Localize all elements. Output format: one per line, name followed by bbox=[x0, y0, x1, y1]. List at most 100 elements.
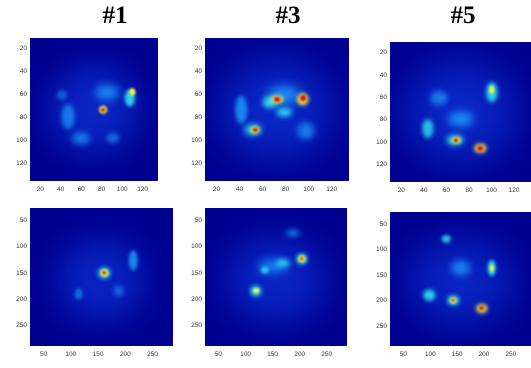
y-tick-label: 50 bbox=[194, 217, 202, 225]
heatmap-blob bbox=[106, 133, 120, 144]
heatmap-blob bbox=[452, 299, 455, 302]
x-tick-label: 120 bbox=[508, 187, 520, 194]
heatmap-blob bbox=[74, 288, 83, 300]
heatmap-blob bbox=[56, 90, 68, 101]
y-tick-label: 100 bbox=[376, 246, 387, 254]
y-tick-label: 20 bbox=[194, 45, 202, 53]
heatmap-blob bbox=[276, 259, 291, 267]
y-tick-label: 120 bbox=[16, 159, 27, 167]
x-tick-label: 20 bbox=[212, 186, 221, 193]
x-tick-label: 200 bbox=[478, 351, 490, 358]
heatmap-blob bbox=[422, 119, 434, 139]
y-tick-label: 100 bbox=[16, 243, 27, 251]
heatmap-panel-r2c1 bbox=[30, 208, 173, 346]
x-tick-label: 50 bbox=[399, 351, 408, 358]
x-tick-label: 250 bbox=[505, 351, 517, 358]
y-tick-label: 60 bbox=[379, 94, 387, 101]
heatmap-blob bbox=[442, 234, 451, 243]
y-tick-label: 250 bbox=[191, 322, 202, 330]
x-tick-label: 150 bbox=[92, 351, 104, 358]
y-tick-label: 20 bbox=[379, 49, 387, 57]
heatmap-blob bbox=[274, 97, 280, 102]
y-tick-label: 60 bbox=[194, 91, 202, 99]
heatmap-blob bbox=[129, 88, 135, 96]
x-tick-label: 100 bbox=[116, 186, 128, 193]
y-tick-label: 100 bbox=[16, 136, 27, 144]
title-5: #5 bbox=[450, 2, 476, 29]
heatmap-panel-r1c2 bbox=[205, 38, 349, 181]
heatmap-blob bbox=[124, 89, 135, 107]
x-tick-label: 200 bbox=[119, 351, 131, 358]
x-tick-label: 100 bbox=[303, 186, 315, 193]
heatmap-blob bbox=[478, 306, 485, 311]
heatmap-blob bbox=[253, 127, 258, 132]
y-tick-label: 80 bbox=[19, 114, 27, 122]
x-tick-label: 40 bbox=[420, 187, 428, 194]
x-tick-label: 60 bbox=[258, 186, 267, 193]
x-tick-label: 100 bbox=[65, 351, 77, 358]
heatmap-blob bbox=[226, 236, 326, 323]
y-tick-label: 60 bbox=[19, 91, 27, 99]
heatmap-panel-r1c3 bbox=[390, 42, 531, 182]
y-tick-label: 200 bbox=[16, 296, 27, 303]
x-tick-label: 80 bbox=[282, 186, 290, 193]
heatmap-blob bbox=[72, 132, 91, 144]
x-tick-label: 60 bbox=[77, 186, 85, 193]
heatmap-blob bbox=[430, 91, 448, 105]
y-tick-label: 200 bbox=[376, 297, 387, 305]
heatmap-blob bbox=[477, 146, 484, 151]
y-tick-label: 120 bbox=[376, 161, 387, 169]
heatmap-blob bbox=[258, 260, 288, 272]
heatmap-blob bbox=[408, 238, 513, 325]
heatmap-blob bbox=[260, 266, 269, 274]
y-tick-label: 100 bbox=[191, 243, 202, 251]
x-tick-label: 250 bbox=[147, 351, 158, 358]
heatmap-blob bbox=[285, 229, 301, 237]
title-3: #3 bbox=[275, 2, 301, 29]
y-tick-label: 40 bbox=[379, 71, 387, 79]
x-tick-label: 50 bbox=[39, 351, 48, 358]
heatmap-blob bbox=[262, 96, 277, 109]
x-tick-label: 250 bbox=[321, 351, 333, 358]
y-tick-label: 150 bbox=[16, 269, 27, 277]
heatmap-blob bbox=[276, 108, 292, 117]
heatmap-blob bbox=[253, 288, 259, 294]
y-tick-label: 120 bbox=[191, 159, 202, 167]
y-tick-label: 200 bbox=[191, 296, 202, 303]
x-tick-label: 100 bbox=[486, 187, 497, 194]
x-tick-label: 40 bbox=[57, 186, 65, 193]
x-tick-label: 80 bbox=[465, 187, 473, 194]
y-tick-label: 100 bbox=[191, 136, 202, 144]
x-tick-label: 100 bbox=[240, 351, 251, 358]
y-tick-label: 20 bbox=[19, 45, 27, 53]
heatmap-blob bbox=[300, 95, 306, 101]
y-tick-label: 40 bbox=[194, 68, 202, 76]
heatmap-blob bbox=[235, 95, 247, 124]
x-tick-label: 60 bbox=[442, 187, 450, 194]
heatmap-blob bbox=[297, 122, 315, 140]
y-tick-label: 80 bbox=[379, 116, 387, 124]
x-tick-label: 120 bbox=[326, 186, 338, 193]
y-tick-label: 250 bbox=[16, 322, 27, 330]
x-tick-label: 20 bbox=[36, 186, 44, 193]
heatmap-panel-r1c1 bbox=[30, 38, 158, 181]
y-tick-label: 150 bbox=[376, 271, 387, 279]
x-tick-label: 40 bbox=[235, 186, 244, 193]
x-tick-label: 150 bbox=[267, 351, 279, 358]
heatmap-blob bbox=[488, 85, 495, 94]
y-tick-label: 250 bbox=[376, 322, 387, 330]
x-tick-label: 120 bbox=[137, 186, 149, 193]
x-tick-label: 20 bbox=[397, 187, 405, 194]
x-tick-label: 150 bbox=[451, 351, 463, 358]
heatmap-blob bbox=[447, 112, 474, 126]
heatmap-blob bbox=[423, 289, 436, 301]
heatmap-blob bbox=[61, 103, 75, 130]
y-tick-label: 150 bbox=[191, 269, 202, 277]
x-tick-label: 100 bbox=[424, 351, 436, 358]
heatmap-blob bbox=[299, 257, 304, 261]
x-tick-label: 50 bbox=[214, 351, 223, 358]
x-tick-label: 80 bbox=[98, 186, 106, 193]
heatmap-panel-r2c2 bbox=[205, 208, 347, 346]
title-1: #1 bbox=[102, 2, 128, 29]
heatmap-blob bbox=[95, 85, 119, 100]
